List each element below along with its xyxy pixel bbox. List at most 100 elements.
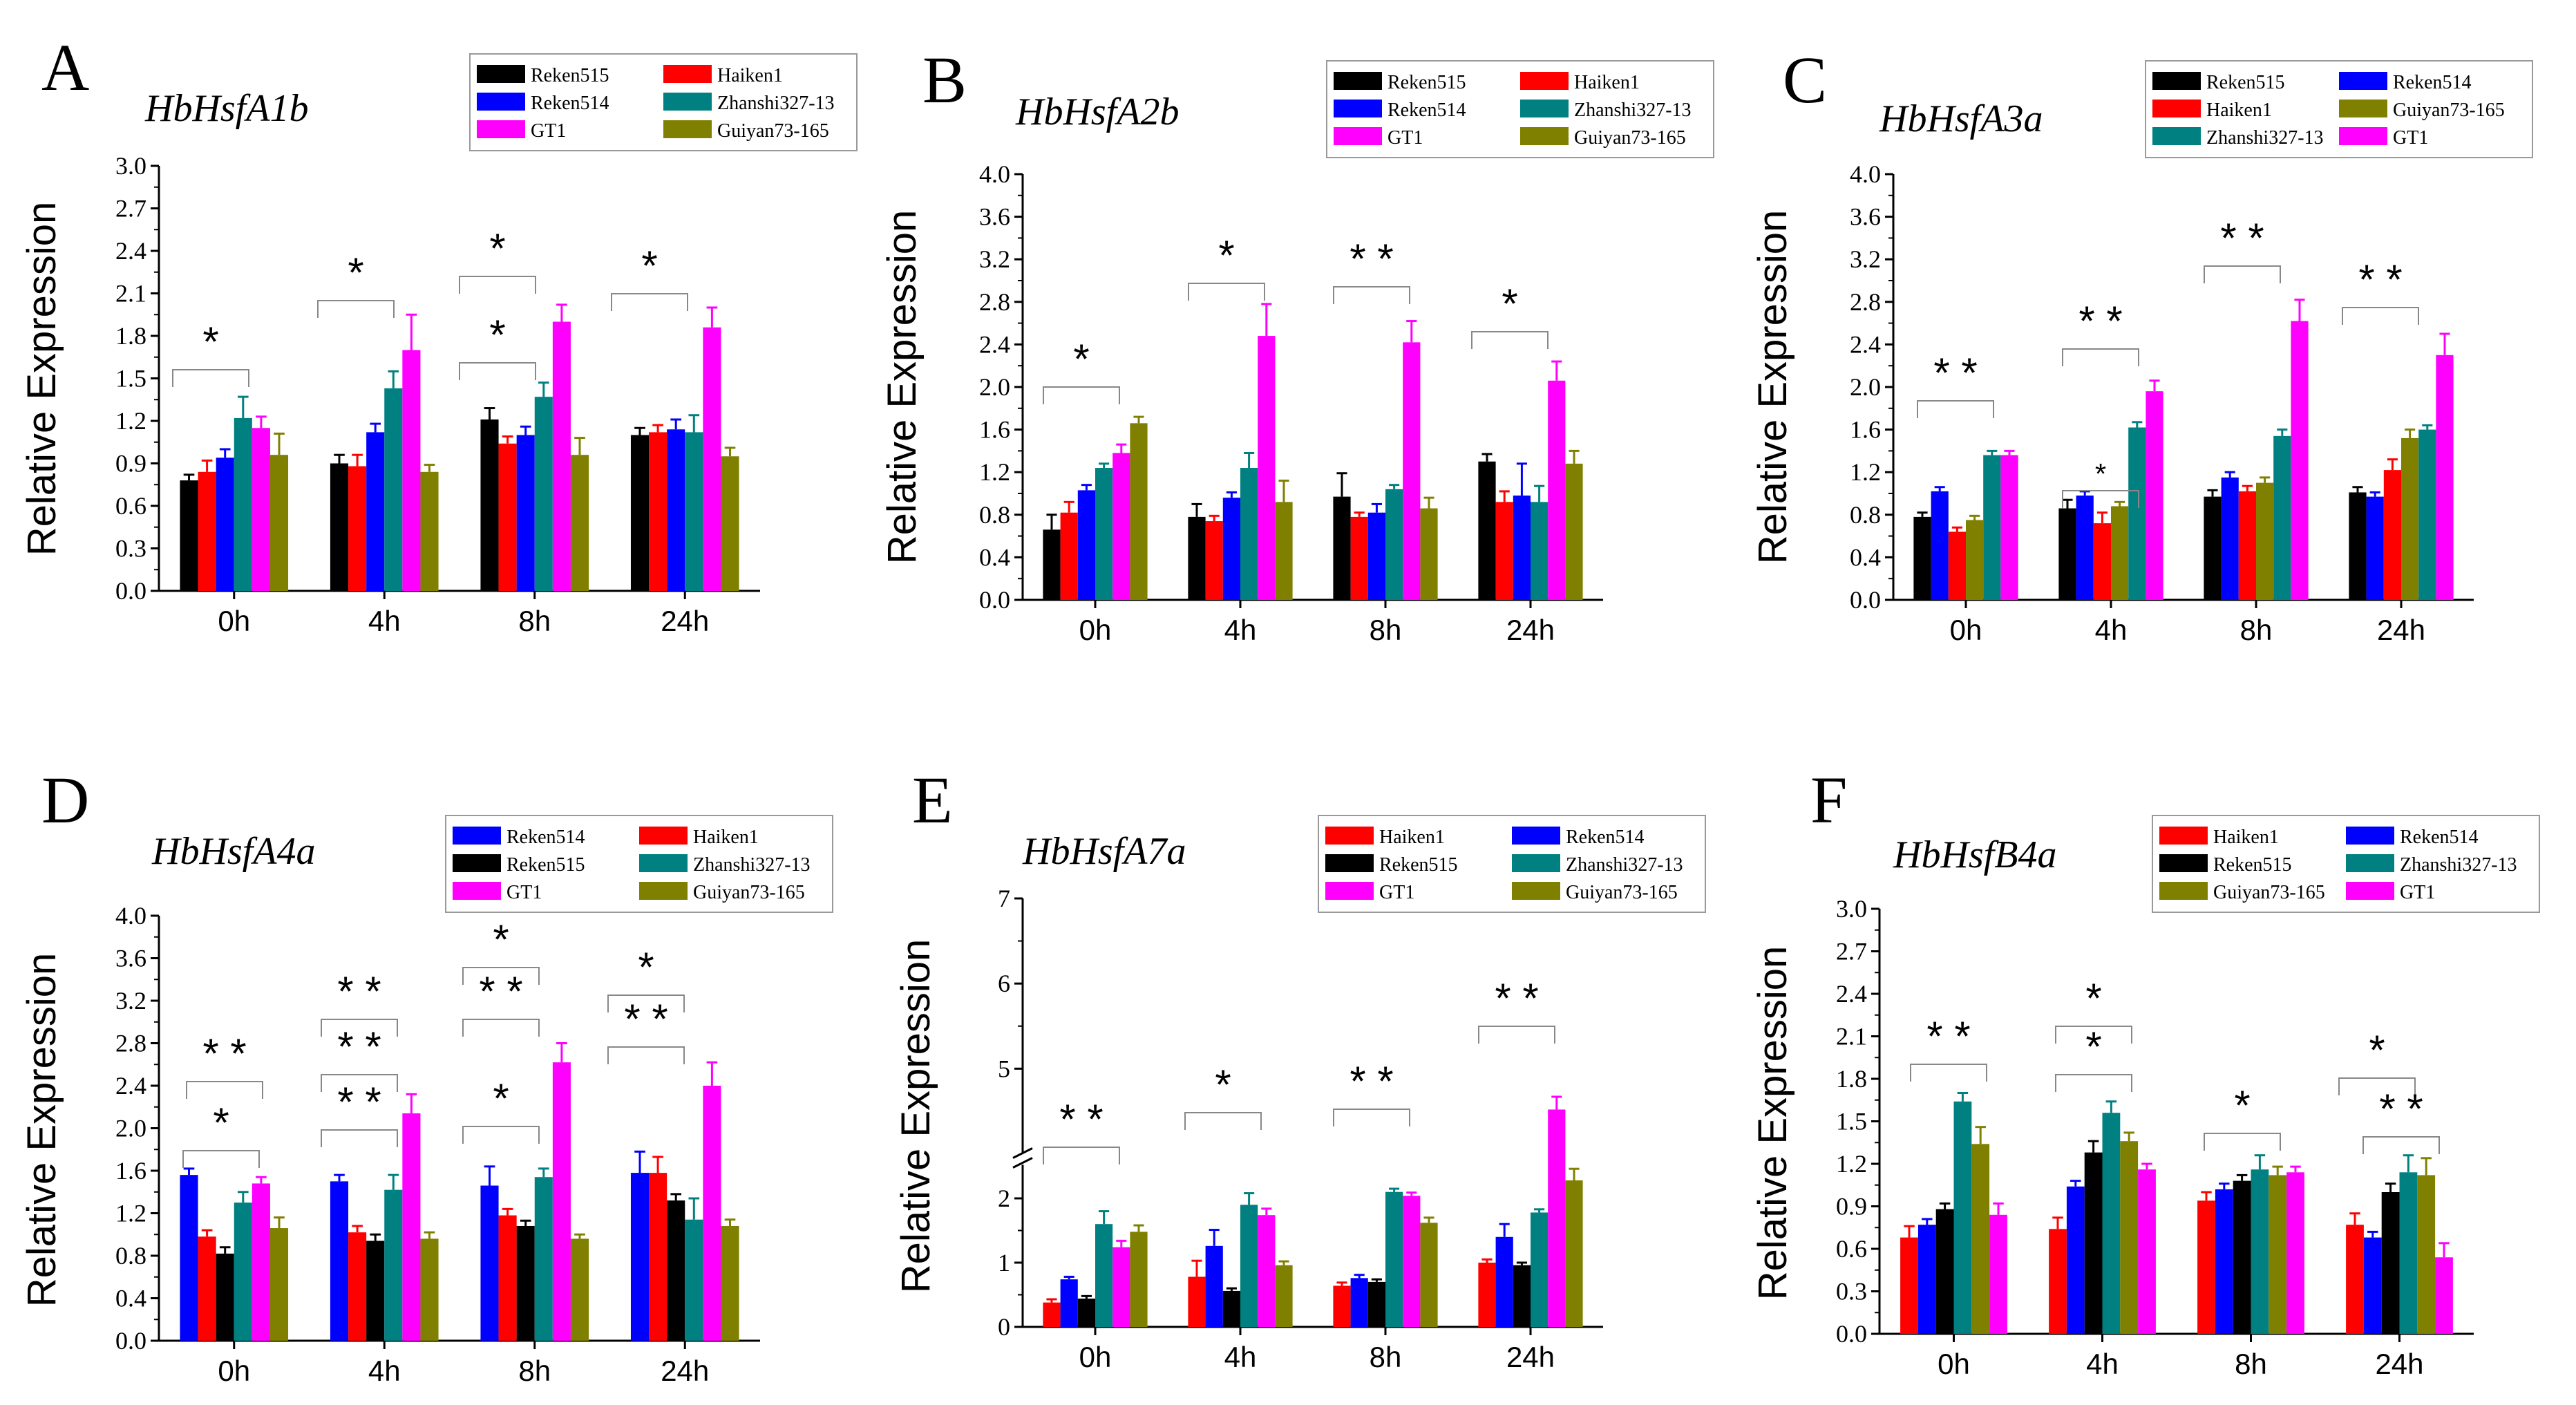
x-tick-label: 4h xyxy=(2095,614,2128,646)
y-tick-label: 0.0 xyxy=(1850,586,1881,614)
significance-bracket xyxy=(1043,386,1120,404)
y-tick-label: 2.4 xyxy=(979,330,1010,358)
significance-bracket xyxy=(1478,1026,1555,1044)
significance-bracket xyxy=(2055,1026,2132,1044)
panel-title: HbHsfA7a xyxy=(1022,830,1186,873)
bar-GT1-4h xyxy=(402,1113,421,1341)
bar-Zhanshi327-13-8h xyxy=(1385,489,1403,600)
bar-Reken515-4h xyxy=(1188,516,1206,600)
legend-label: Reken515 xyxy=(1379,854,1458,876)
significance-marker: * * xyxy=(2220,215,2264,261)
significance-marker: * * xyxy=(1926,1013,1970,1059)
panel-letter: C xyxy=(1783,43,1827,117)
significance-marker: * xyxy=(2234,1082,2250,1129)
bar-Reken514-0h xyxy=(216,458,234,591)
bar-Haiken1-8h xyxy=(498,1215,517,1341)
legend-label: Guiyan73-165 xyxy=(717,120,829,142)
legend-label: GT1 xyxy=(531,120,566,142)
legend-swatch-Zhanshi327-13 xyxy=(1512,854,1560,872)
bar-Reken514-8h xyxy=(2221,477,2239,600)
significance-bracket xyxy=(607,994,685,1012)
legend-swatch-Zhanshi327-13 xyxy=(1520,100,1569,117)
bar-Reken514-0h xyxy=(1060,1279,1078,1327)
x-tick-label: 0h xyxy=(1950,614,1982,646)
legend-swatch-GT1 xyxy=(477,120,525,138)
bar-Guiyan73-165-8h xyxy=(1420,1223,1438,1327)
significance-bracket xyxy=(1917,400,1994,418)
bar-Guiyan73-165-24h xyxy=(1565,463,1583,600)
x-tick-label: 8h xyxy=(518,1355,551,1387)
bar-Zhanshi327-13-24h xyxy=(685,432,703,591)
bar-Guiyan73-165-0h xyxy=(1130,1232,1148,1327)
y-tick-label: 2.4 xyxy=(115,1072,146,1100)
legend-label: Reken514 xyxy=(531,93,609,114)
bar-Reken515-8h xyxy=(1333,496,1351,600)
bar-Haiken1-4h xyxy=(1205,521,1223,600)
legend: Haiken1 Reken514 Reken515 Zhanshi327-13 GT1 G… xyxy=(1318,815,1706,913)
bar-Haiken1-4h xyxy=(2049,1229,2067,1334)
significance-marker: * xyxy=(213,1100,229,1146)
bar-Reken515-8h xyxy=(516,1225,535,1341)
bar-Reken514-24h xyxy=(1513,496,1531,600)
legend-swatch-Reken514 xyxy=(453,827,501,845)
bar-Guiyan73-165-24h xyxy=(2417,1175,2436,1334)
x-tick-label: 8h xyxy=(1370,614,1402,646)
significance-bracket xyxy=(2204,1133,2281,1151)
bar-Reken515-8h xyxy=(2233,1180,2251,1334)
legend-label: Haiken1 xyxy=(717,65,783,86)
y-tick-label: 1.6 xyxy=(115,1157,146,1185)
y-tick-label: 2.1 xyxy=(1836,1023,1867,1050)
significance-marker: * xyxy=(638,944,654,990)
bar-Reken515-8h xyxy=(1367,1281,1385,1327)
bar-Haiken1-24h xyxy=(649,1173,667,1341)
y-tick-label: 0.6 xyxy=(115,492,146,520)
legend-label: Zhanshi327-13 xyxy=(2206,127,2324,149)
y-tick-label: 2.7 xyxy=(115,195,146,223)
bar-Haiken1-4h xyxy=(348,1232,367,1341)
bar-Haiken1-4h xyxy=(2093,523,2111,600)
bar-GT1-4h xyxy=(1258,336,1276,600)
bar-Haiken1-24h xyxy=(649,432,667,591)
bar-Reken514-4h xyxy=(330,1181,349,1341)
significance-bracket xyxy=(2362,1136,2440,1154)
y-tick-label: 2.4 xyxy=(115,237,146,265)
bar-GT1-0h xyxy=(1112,1247,1130,1327)
significance-bracket xyxy=(1910,1064,1987,1082)
significance-bracket xyxy=(1188,283,1265,301)
significance-marker: * xyxy=(348,249,363,296)
x-tick-label: 4h xyxy=(2086,1348,2119,1380)
bar-Reken514-24h xyxy=(1495,1236,1513,1327)
y-tick-label: 1.2 xyxy=(115,1200,146,1227)
y-tick-label: 2.0 xyxy=(979,373,1010,401)
x-tick-label: 4h xyxy=(368,1355,401,1387)
legend-label: GT1 xyxy=(1388,127,1423,149)
bar-Haiken1-4h xyxy=(348,466,367,591)
y-tick-label: 3.0 xyxy=(1836,895,1867,923)
x-tick-label: 0h xyxy=(218,605,250,637)
significance-bracket xyxy=(1471,331,1549,349)
panel-title: HbHsfA4a xyxy=(151,830,315,873)
bar-Reken514-0h xyxy=(180,1175,198,1341)
bar-Haiken1-0h xyxy=(1900,1237,1918,1334)
significance-marker: * * xyxy=(2358,256,2402,303)
y-tick-label: 1.5 xyxy=(115,365,146,393)
y-axis-label: Relative Expression xyxy=(880,210,925,565)
bar-Reken514-8h xyxy=(1350,1278,1368,1327)
y-tick-label: 2.0 xyxy=(115,1115,146,1142)
panel-title: HbHsfA1b xyxy=(144,87,308,130)
bar-Reken514-24h xyxy=(630,1173,650,1341)
y-tick-label: 4.0 xyxy=(979,160,1010,188)
legend-swatch-GT1 xyxy=(1325,882,1374,900)
significance-marker: * xyxy=(641,243,657,289)
y-tick-label: 4.0 xyxy=(1850,160,1881,188)
bar-Reken515-24h xyxy=(667,1200,685,1341)
bar-Zhanshi327-13-8h xyxy=(2251,1169,2269,1334)
legend-label: Guiyan73-165 xyxy=(2213,882,2325,903)
bar-Guiyan73-165-24h xyxy=(2401,437,2419,600)
significance-bracket xyxy=(1333,1109,1410,1126)
y-axis-label: Relative Expression xyxy=(893,939,938,1294)
legend-label: Guiyan73-165 xyxy=(1566,882,1678,903)
significance-marker: * * xyxy=(1933,350,1977,396)
bar-GT1-8h xyxy=(1403,342,1421,600)
legend-swatch-Haiken1 xyxy=(2159,827,2208,845)
